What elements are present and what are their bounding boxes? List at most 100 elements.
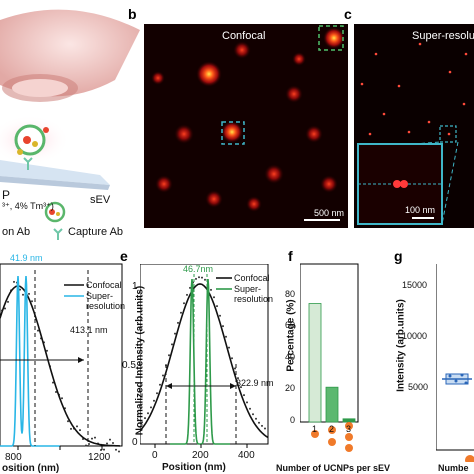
panel-f-xtick-1: 1	[312, 424, 318, 434]
e-data-point	[204, 278, 206, 281]
d-data-point	[13, 280, 15, 283]
d-data-point	[103, 448, 105, 451]
e-data-point	[189, 286, 191, 289]
panel-e-xtick-400: 400	[238, 450, 255, 461]
e-data-point	[150, 406, 152, 409]
panel-c-super-resolution-image	[354, 24, 474, 228]
d-data-point	[88, 443, 90, 445]
e-data-point	[171, 343, 173, 346]
e-data-point	[255, 417, 257, 420]
e-data-point	[159, 383, 161, 386]
e-data-point	[156, 392, 158, 395]
panel-e-xtick-200: 200	[192, 450, 209, 461]
e-data-point	[237, 377, 239, 380]
e-data-point	[261, 424, 263, 427]
panel-a-tm-sub: ³⁺, 4% Tm³⁺)	[2, 201, 54, 211]
d-data-point	[4, 307, 6, 310]
e-data-point	[195, 277, 197, 280]
d-data-point	[112, 442, 114, 444]
panel-g-box-plot	[436, 264, 474, 462]
confocal-spot	[205, 190, 223, 208]
zoom-box-1	[221, 121, 245, 145]
panel-g-ytick-15000: 15000	[402, 280, 428, 290]
panel-d-fwhm-conf: 413.1 nm	[70, 325, 108, 335]
d-data-point	[91, 437, 93, 440]
panel-a-capture-ab-label: Capture Ab	[68, 226, 124, 238]
panel-e-legend-confocal: Confocal	[234, 273, 270, 283]
e-data-point	[210, 288, 212, 291]
sr-dot	[448, 70, 452, 74]
e-data-point	[240, 386, 242, 389]
panel-g-letter: g	[394, 248, 403, 264]
panel-b-confocal-image	[144, 24, 348, 228]
panel-b-scale-label: 500 nm	[314, 208, 345, 218]
d-data-point	[118, 450, 120, 453]
sr-dot	[464, 52, 468, 56]
e-data-point	[177, 321, 179, 324]
d-data-point	[19, 288, 21, 291]
d-data-point	[94, 436, 96, 439]
d-data-point	[52, 381, 54, 384]
sr-dot	[418, 42, 422, 46]
panel-g-ylabel: Intensity (arb.units)	[395, 299, 407, 392]
zoom-box-2	[318, 25, 344, 51]
d-data-point	[22, 293, 24, 296]
panel-a-sev-label: sEV	[90, 194, 111, 206]
panel-d-xtick-1200: 1200	[88, 452, 111, 463]
panel-e-xtick-0: 0	[152, 450, 158, 461]
e-data-point	[252, 413, 254, 416]
confocal-spot	[233, 41, 251, 59]
panel-d-profile-plot	[0, 263, 123, 453]
panel-b-letter: b	[128, 6, 137, 22]
panel-f-bar-chart	[300, 263, 359, 452]
e-data-point	[228, 346, 230, 349]
panel-f-xtick-2: 2	[329, 424, 335, 434]
e-data-point	[201, 276, 203, 279]
confocal-spot	[246, 196, 262, 212]
e-data-point	[264, 427, 266, 430]
panel-e-ytick-1: 1	[132, 281, 138, 292]
panel-d-xlabel: osition (nm)	[2, 463, 60, 474]
confocal-spot	[174, 124, 194, 144]
d-data-point	[106, 442, 108, 445]
confocal-spot	[151, 71, 165, 85]
d-data-point	[76, 425, 78, 428]
sr-dot	[374, 52, 378, 56]
panel-a-tm-label: P	[2, 188, 10, 202]
panel-f-xtick-3: 3	[346, 424, 352, 434]
panel-b-title: Confocal	[222, 30, 266, 42]
d-data-point	[109, 438, 111, 441]
confocal-spot	[221, 121, 243, 143]
e-data-point	[231, 357, 233, 360]
e-data-point	[243, 394, 245, 397]
panel-a-detection-ab-label: on Ab	[2, 226, 31, 238]
e-data-point	[249, 407, 251, 410]
confocal-spot	[155, 175, 173, 193]
sr-dot	[407, 130, 411, 134]
e-data-point	[222, 325, 224, 328]
e-data-point	[144, 417, 146, 420]
panel-d-legend-super2: resolution	[86, 301, 126, 311]
confocal-spot	[285, 85, 303, 103]
sr-dot	[447, 132, 451, 136]
d-data-point	[7, 300, 9, 303]
panel-f-xlabel: Number of UCNPs per sEV	[276, 463, 391, 473]
capture-ab-icon	[53, 228, 63, 240]
e-data-point	[147, 412, 149, 415]
panel-f-ytick-40: 40	[285, 352, 296, 362]
d-data-point	[70, 427, 72, 430]
sr-dot	[462, 102, 466, 106]
e-data-point	[258, 421, 260, 424]
panel-d-xtick-800: 800	[5, 452, 22, 463]
panel-e-letter: e	[120, 248, 128, 264]
e-data-point	[219, 314, 221, 317]
e-data-point	[225, 335, 227, 338]
panel-f-ytick-60: 60	[285, 320, 296, 330]
panel-f-letter: f	[288, 248, 293, 264]
sr-dot	[382, 112, 386, 116]
e-data-point	[168, 354, 170, 357]
d-data-point	[85, 444, 87, 447]
zoom-box-c	[439, 125, 457, 143]
panel-g-xlabel: Numbe	[438, 463, 469, 473]
e-data-point	[141, 421, 143, 424]
